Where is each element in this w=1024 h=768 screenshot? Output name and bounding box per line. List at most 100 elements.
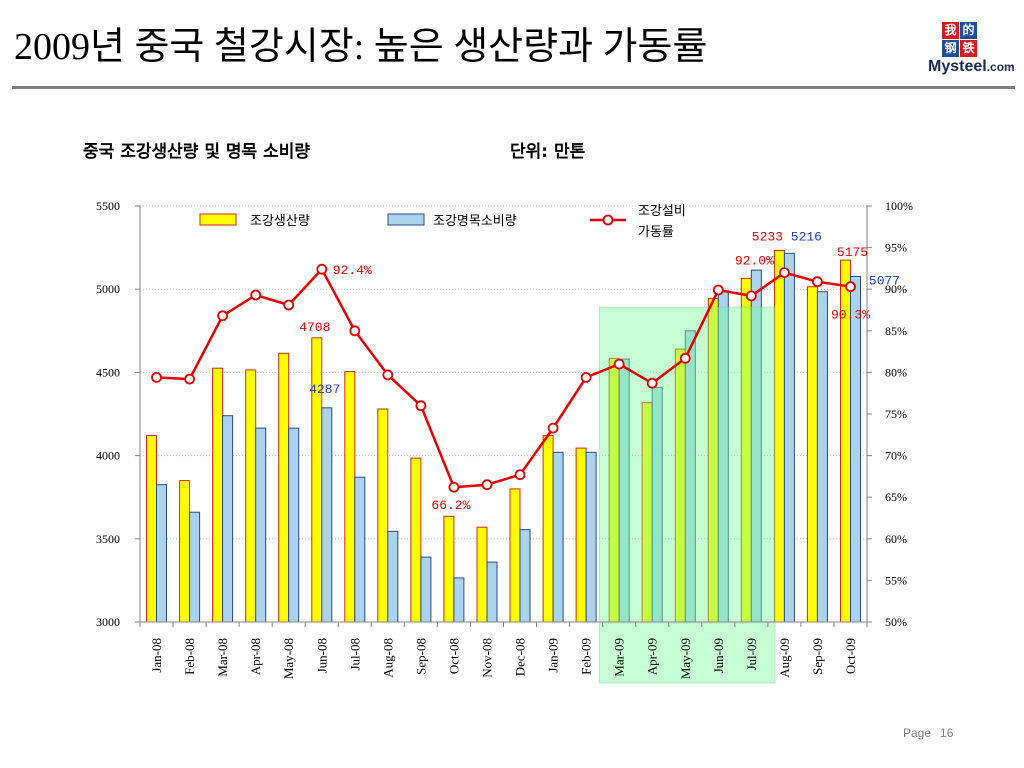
production-bar <box>179 480 191 623</box>
y-left-tick-label: 5500 <box>96 199 120 213</box>
y-left-tick-label: 5000 <box>96 282 120 296</box>
y-right-tick-label: 50% <box>885 615 907 629</box>
production-bar <box>146 435 157 623</box>
axes-layer: 3000 3500 4000 4500 5000 5500 50% 55% 60% 65% 70% 7… <box>96 199 913 679</box>
utilization-point <box>184 373 196 385</box>
y-right-tick-label: 65% <box>885 490 907 504</box>
legend-swatch-production <box>199 213 237 226</box>
page-label: Page <box>903 726 932 740</box>
utilization-point <box>646 377 658 389</box>
consumption-bar <box>420 556 432 623</box>
page-footer: Page 16 <box>903 726 953 740</box>
production-bar <box>377 408 389 623</box>
production-data-label: 5175 <box>837 245 868 260</box>
y-left-tick-label: 4000 <box>96 449 120 463</box>
consumption-bar <box>189 511 201 623</box>
consumption-bar <box>585 451 597 623</box>
utilization-data-label: 66.2% <box>431 498 470 513</box>
production-data-label: 4708 <box>299 320 330 335</box>
utilization-point <box>382 369 394 381</box>
x-tick-label: Sep-09 <box>810 638 825 675</box>
consumption-bar <box>222 415 234 623</box>
chart-title: 중국 조강생산량 및 명목 소비량 <box>83 142 310 162</box>
utilization-point <box>283 299 295 311</box>
consumption-bar <box>288 427 300 623</box>
utilization-point <box>779 267 790 279</box>
consumption-bar <box>552 451 564 623</box>
x-tick-label: Jul-08 <box>347 638 362 671</box>
legend-marker-utilization <box>602 214 614 226</box>
utilization-point <box>845 281 856 293</box>
production-bar <box>278 352 290 623</box>
utilization-point <box>217 310 229 322</box>
logo-brand-domain: .com <box>986 60 1015 74</box>
logo-char: 我 <box>942 22 959 39</box>
utilization-point <box>415 400 427 412</box>
consumption-bar <box>519 529 531 623</box>
x-tick-label: Nov-08 <box>480 638 495 678</box>
consumption-bar <box>453 577 465 623</box>
utilization-data-label: 92.4% <box>333 263 372 278</box>
x-tick-label: Feb-09 <box>579 638 594 675</box>
consumption-bar <box>387 530 399 623</box>
legend-label-production: 조강생산량 <box>250 214 310 229</box>
y-right-tick-label: 90% <box>885 282 907 296</box>
chart-legend: 조강생산량 조강명목소비량 조강설비 가동률 <box>199 204 690 240</box>
x-tick-label: Aug-09 <box>777 638 792 678</box>
y-left-tick-label: 3500 <box>96 532 120 546</box>
utilization-point <box>547 422 559 434</box>
utilization-point <box>448 481 460 493</box>
y-right-tick-label: 70% <box>885 449 907 463</box>
production-bar <box>212 367 224 623</box>
consumption-bar <box>354 476 366 623</box>
y-right-tick-label: 55% <box>885 573 907 587</box>
production-bar <box>509 488 521 623</box>
logo-brand-name: Mysteel <box>928 58 987 75</box>
y-right-tick-label: 85% <box>885 324 907 338</box>
production-bar <box>245 369 257 623</box>
bar-series-layer <box>146 249 861 623</box>
y-right-tick-label: 60% <box>885 532 907 546</box>
highlight-region <box>598 306 776 684</box>
x-tick-label: Oct-09 <box>843 638 858 674</box>
x-tick-label: Jun-09 <box>711 638 726 673</box>
production-bar <box>410 457 422 623</box>
production-bar <box>311 337 323 623</box>
y-right-tick-label: 100% <box>885 199 913 213</box>
logo-char: 钢 <box>942 40 959 57</box>
y-right-tick-label: 80% <box>885 365 907 379</box>
y-left-tick-label: 4500 <box>96 365 120 379</box>
x-tick-label: Jun-08 <box>314 638 329 673</box>
x-tick-label: Sep-08 <box>413 638 428 675</box>
x-tick-label: Jan-09 <box>546 638 561 673</box>
x-tick-label: Apr-09 <box>645 638 660 675</box>
utilization-point <box>679 352 691 364</box>
x-tick-label: Oct-08 <box>446 638 461 674</box>
utilization-point <box>613 358 625 370</box>
utilization-line-layer <box>151 263 856 493</box>
utilization-data-label: 92.0% <box>735 254 774 269</box>
legend-label-consumption: 조강명목소비량 <box>433 214 517 229</box>
consumption-data-label: 5077 <box>869 273 900 288</box>
x-tick-label: Jan-08 <box>149 638 164 673</box>
utilization-point <box>514 469 526 481</box>
mysteel-logo: 我 的 钢 铁 Mysteel.com <box>922 20 1020 80</box>
utilization-point <box>349 325 361 337</box>
x-tick-label: Dec-08 <box>513 638 528 676</box>
legend-label-utilization: 조강설비 가동률 <box>638 204 690 240</box>
utilization-point <box>151 371 162 383</box>
utilization-point <box>712 284 724 296</box>
consumption-bar <box>156 484 167 623</box>
production-bar <box>443 515 455 623</box>
y-left-tick-label: 3000 <box>96 615 120 629</box>
consumption-bar <box>486 561 498 623</box>
consumption-data-label: 5216 <box>791 229 822 244</box>
page-title: 2009년 중국 철강시장: 높은 생산량과 가동률 <box>14 26 708 68</box>
utilization-data-label: 90.3% <box>831 308 870 323</box>
y-right-tick-label: 75% <box>885 407 907 421</box>
x-tick-label: Mar-09 <box>612 638 627 677</box>
logo-wordmark: Mysteel.com <box>928 58 1015 76</box>
production-bar <box>542 435 554 623</box>
